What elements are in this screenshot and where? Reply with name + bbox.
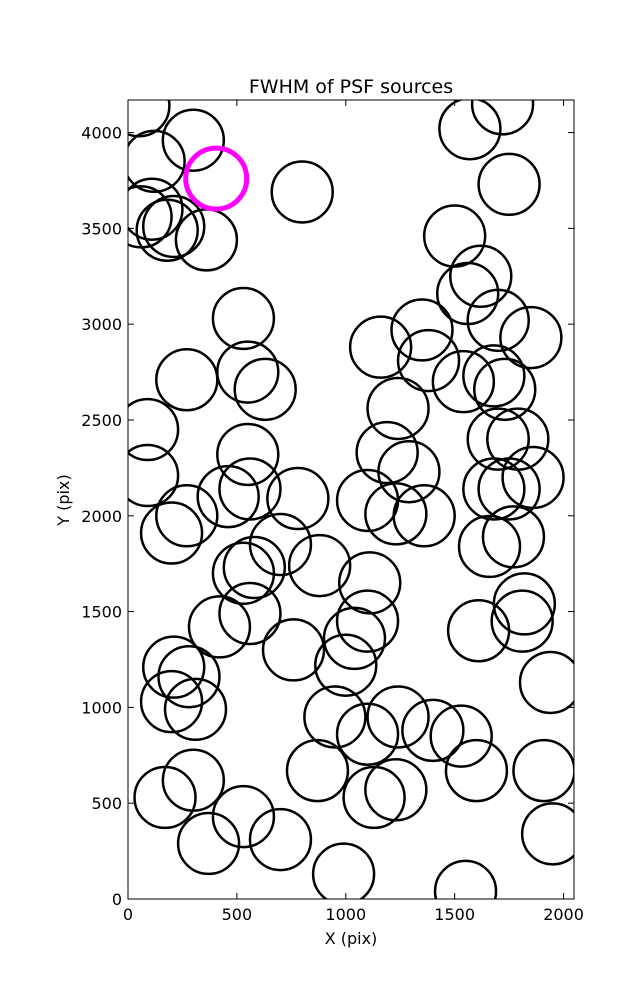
source-marker [457,514,522,579]
source-marker [462,344,526,408]
source-marker [216,422,280,487]
source-marker [233,357,297,422]
source-marker [396,328,461,393]
source-marker [348,315,413,379]
source-marker [431,349,496,414]
source-marker [322,606,387,671]
source-marker [128,177,184,241]
source-marker [520,802,574,866]
source-marker [303,685,367,749]
source-marker [261,618,326,682]
y-axis-ticks: 0 500 1000 1500 2000 2500 3000 3500 4000 [81,124,574,909]
x-tick-label: 0 [123,905,133,924]
source-marker [444,738,509,803]
source-marker [314,633,378,697]
source-marker [473,357,537,422]
y-tick-label: 1000 [81,698,122,717]
source-marker [390,298,454,362]
source-marker [211,286,276,351]
y-tick-label: 2000 [81,507,122,526]
source-marker [141,635,206,699]
source-marker [141,194,206,259]
source-marker [481,505,546,569]
source-marker [355,420,419,485]
source-marker [218,581,282,646]
source-marker [429,704,493,768]
source-marker [135,198,199,263]
x-axis-label: X (pix) [325,929,378,948]
y-tick-label: 500 [91,794,122,813]
source-marker [466,407,530,471]
source-marker [449,244,513,309]
source-marker [462,457,526,521]
source-marker [222,535,287,600]
y-axis-label: Y (pix) [54,474,73,526]
source-marker [139,501,204,565]
source-marker [335,702,400,766]
source-marker [438,100,502,161]
source-marker [211,541,276,606]
source-marker [401,698,465,763]
y-tick-label: 3000 [81,315,122,334]
source-marker [364,758,428,822]
source-marker [139,669,204,734]
x-tick-label: 2000 [543,905,584,924]
source-marker [446,599,511,663]
x-tick-label: 1500 [434,905,475,924]
x-axis-ticks: 0 500 1000 1500 2000 [123,100,584,924]
source-marker [518,650,574,715]
source-marker [155,484,219,548]
source-marker [287,533,352,598]
source-marker [196,464,260,529]
source-marker [211,784,276,849]
x-tick-label: 1000 [325,905,366,924]
source-marker [392,484,456,548]
source-marker [311,842,376,899]
source-marker [477,152,541,217]
source-marker [176,811,241,876]
source-marker [161,108,226,172]
source-marker [285,738,350,803]
source-marker [477,457,541,521]
source-marker [248,807,313,872]
source-marker [128,129,186,194]
y-tick-label: 3500 [81,219,122,238]
y-tick-label: 1500 [81,603,122,622]
source-marker [128,443,180,508]
source-marker [133,765,197,830]
source-marker [512,738,574,803]
source-marker [216,340,280,404]
source-marker [335,589,400,653]
source-marker [433,859,498,899]
source-markers [128,100,574,899]
source-marker [364,482,428,546]
chart-title: FWHM of PSF sources [249,76,453,98]
source-marker [266,466,330,531]
source-marker [490,589,554,653]
source-marker [187,595,252,659]
source-marker [366,376,430,441]
highlighted-source-marker [183,145,250,212]
source-marker [499,305,563,370]
plot-frame [127,99,575,900]
source-marker [366,685,430,749]
x-tick-label: 500 [222,905,253,924]
source-marker [163,677,228,742]
source-marker [466,288,530,353]
source-marker [470,100,535,136]
source-marker [128,397,180,462]
source-marker [157,644,221,709]
source-marker [270,160,334,224]
y-tick-label: 4000 [81,124,122,143]
y-tick-label: 0 [112,890,122,909]
y-tick-label: 2500 [81,411,122,430]
